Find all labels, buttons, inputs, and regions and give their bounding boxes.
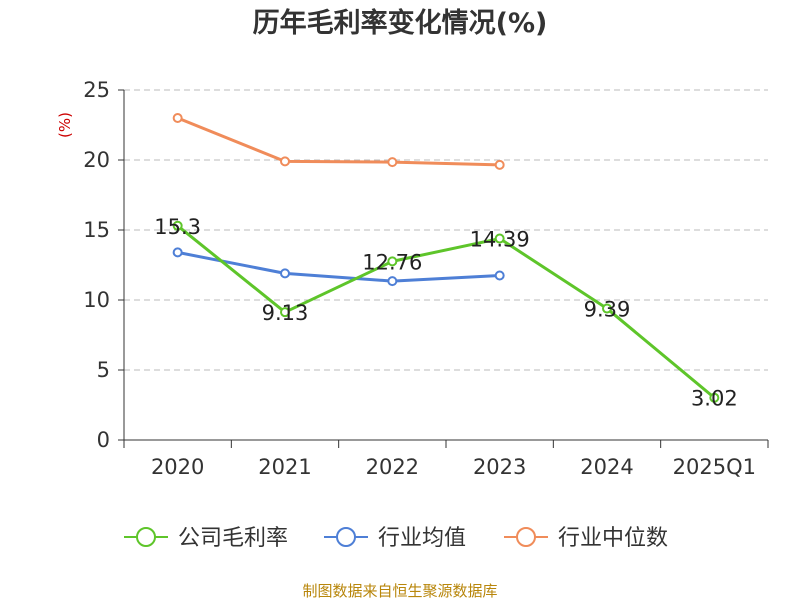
y-tick-label: 25: [83, 78, 110, 102]
data-point: [494, 270, 505, 281]
data-point: [387, 276, 398, 287]
legend-label: 公司毛利率: [178, 526, 288, 551]
data-labels: 15.3 9.13 12.76 14.39 9.39 3.02: [154, 215, 737, 411]
data-label: 14.39: [470, 228, 530, 252]
data-point: [172, 220, 183, 231]
x-tick-label: 2021: [258, 455, 311, 479]
data-point: [387, 256, 398, 267]
x-tick-label: 2022: [366, 455, 419, 479]
data-point: [280, 268, 290, 279]
series-group: [172, 113, 720, 403]
legend-marker: [336, 527, 356, 547]
series-line-1: [177, 250, 500, 283]
data-label: 3.02: [691, 387, 738, 411]
source-note: 制图数据来自恒生聚源数据库: [302, 582, 497, 600]
data-label: 15.3: [154, 215, 201, 239]
data-point: [387, 157, 398, 168]
data-point: [280, 307, 290, 318]
x-tick-label: 2025Q1: [673, 455, 756, 479]
y-tick-label: 20: [83, 148, 110, 172]
series-line-0: [176, 224, 716, 399]
legend: 公司毛利率 行业均值 行业中位数: [124, 526, 668, 551]
data-label: 12.76: [362, 250, 422, 274]
data-point: [172, 247, 183, 258]
data-point: [602, 303, 612, 314]
grid: [124, 89, 768, 371]
data-point: [494, 233, 505, 244]
legend-label: 行业中位数: [558, 526, 668, 551]
y-tick-label: 10: [83, 288, 110, 312]
axes: 0 5 10 15 20 25 2020 2021 2022 2023 2024 2025Q1: [83, 78, 769, 479]
y-tick-label: 5: [97, 358, 110, 382]
data-label: 9.39: [584, 298, 631, 322]
legend-marker: [516, 527, 536, 547]
data-point: [280, 156, 290, 167]
y-unit-label: (%): [56, 112, 74, 138]
y-tick-label: 15: [83, 218, 110, 242]
data-point: [709, 392, 720, 403]
legend-marker: [136, 527, 156, 547]
data-label: 9.13: [262, 301, 309, 325]
data-point: [172, 113, 183, 123]
x-tick-label: 2024: [580, 455, 633, 479]
series-line-2: [177, 116, 500, 167]
x-tick-label: 2020: [151, 455, 204, 479]
legend-label: 行业均值: [378, 526, 466, 551]
x-tick-label: 2023: [473, 455, 526, 479]
data-point: [494, 159, 505, 170]
y-tick-label: 0: [97, 428, 110, 452]
chart-title: 历年毛利率变化情况(%): [253, 7, 548, 39]
